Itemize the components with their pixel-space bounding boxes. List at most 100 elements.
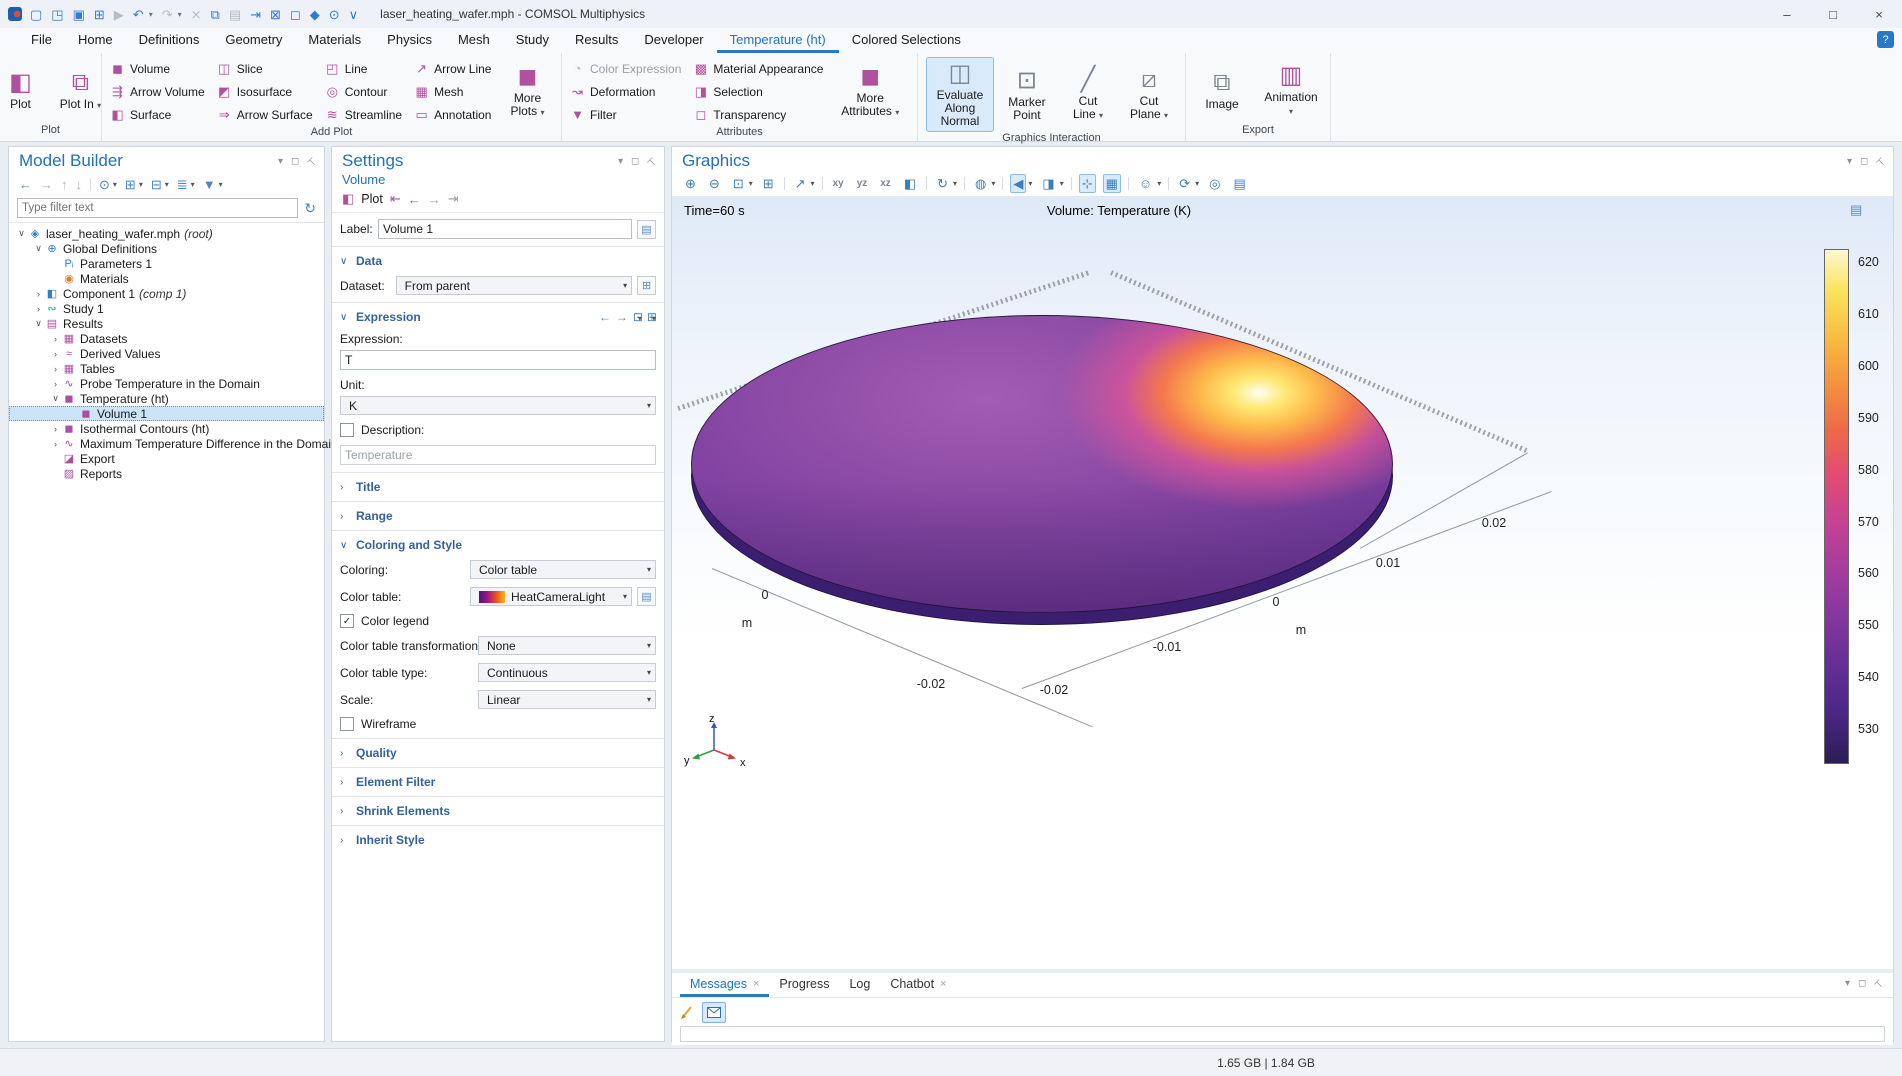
tab-developer[interactable]: Developer — [644, 31, 704, 47]
prev-expression-icon[interactable]: ← — [598, 310, 611, 324]
rename-button[interactable]: ▤ — [637, 219, 656, 239]
section-quality[interactable]: › Quality — [340, 746, 397, 760]
node-derived-values[interactable]: › ≈ Derived Values — [9, 346, 324, 361]
expand-all-icon[interactable]: ⊞ — [124, 176, 136, 192]
color-table-settings-button[interactable]: ▤ — [637, 587, 656, 606]
tab-definitions[interactable]: Definitions — [138, 31, 200, 47]
orthographic-projection-icon[interactable]: ◧ — [903, 175, 917, 191]
chevron-down-icon[interactable]: ▾ — [748, 178, 753, 188]
expander-collapsed-icon[interactable]: › — [37, 303, 40, 314]
dataset-dropdown[interactable]: From parent ▾ — [395, 276, 633, 295]
description-input[interactable]: Temperature — [340, 445, 656, 465]
show-axis-icon[interactable]: ⊹ — [1078, 173, 1096, 193]
chevron-down-icon[interactable]: ▾ — [1028, 178, 1033, 188]
redo-icon[interactable]: ↷ — [161, 6, 173, 22]
coloring-dropdown[interactable]: Color table ▾ — [470, 560, 656, 579]
tab-mesh[interactable]: Mesh — [457, 31, 490, 47]
tab-results[interactable]: Results — [575, 31, 619, 47]
save-as-icon[interactable]: ⊞ — [93, 6, 105, 22]
view-xy-icon[interactable]: xy — [832, 177, 844, 189]
last-plot-icon[interactable]: ⇥ — [447, 191, 459, 206]
back-icon[interactable]: ← — [19, 176, 32, 192]
node-materials[interactable]: ◉ Materials — [9, 271, 324, 286]
chevron-down-icon[interactable]: ▾ — [1157, 178, 1162, 188]
section-inherit-style[interactable]: › Inherit Style — [340, 833, 425, 847]
minimize-button[interactable]: – — [1783, 6, 1791, 22]
node-results[interactable]: ∨ ▤ Results — [9, 316, 324, 331]
copy-icon[interactable]: ⧉ — [210, 6, 220, 22]
show-reports-toggle[interactable] — [702, 1001, 726, 1023]
expression-input[interactable]: T — [340, 350, 656, 370]
float-panel-icon[interactable]: ◻ — [290, 155, 300, 167]
color-legend-checkbox[interactable]: ✓ — [340, 614, 354, 628]
scene-light-icon[interactable]: ◍ — [975, 175, 987, 191]
customize-toolbar-icon[interactable]: ∨ — [348, 6, 359, 22]
chevron-down-icon[interactable]: ▾ — [810, 178, 815, 188]
zoom-in-icon[interactable]: ⊕ — [685, 175, 696, 191]
select-box-icon[interactable]: ◻ — [289, 6, 301, 22]
section-title[interactable]: › Title — [340, 480, 381, 494]
more-attributes-button[interactable]: ◼ More Attributes ▾ — [841, 63, 900, 118]
section-coloring-and-style[interactable]: ∨ Coloring and Style — [340, 538, 463, 552]
expander-expanded-icon[interactable]: ∨ — [35, 243, 42, 253]
undo-icon[interactable]: ↶ — [132, 6, 144, 22]
panel-menu-icon[interactable]: ▾ — [617, 155, 623, 167]
expression-menu-icon[interactable]: ⊞▾ — [646, 310, 657, 324]
expander-expanded-icon[interactable]: ∨ — [35, 318, 42, 328]
expander-collapsed-icon[interactable]: › — [54, 363, 57, 374]
panel-menu-icon[interactable]: ▾ — [1846, 155, 1852, 167]
color-expression-button[interactable]: ◔ Color Expression — [570, 61, 682, 76]
new-file-icon[interactable]: ▢ — [30, 6, 43, 22]
node-component[interactable]: › ◧ Component 1 (comp 1) — [9, 286, 324, 301]
move-down-icon[interactable]: ↓ — [75, 176, 83, 192]
help-icon[interactable]: ? — [1877, 31, 1894, 48]
pin-icon[interactable]: ⊥ — [1873, 154, 1888, 168]
scale-dropdown[interactable]: Linear ▾ — [478, 690, 656, 709]
show-grid-icon[interactable]: ▦ — [1102, 173, 1121, 193]
filter-button[interactable]: ▼ Filter — [570, 107, 681, 122]
import-icon[interactable]: ⇥ — [250, 6, 262, 22]
node-tables[interactable]: › ▦ Tables — [9, 361, 324, 376]
expander-expanded-icon[interactable]: ∨ — [52, 393, 59, 403]
plot-button[interactable]: ◧ Plot — [9, 69, 32, 111]
first-plot-icon[interactable]: ⇤ — [389, 191, 401, 206]
node-study[interactable]: › ∾ Study 1 — [9, 301, 324, 316]
section-range[interactable]: › Range — [340, 509, 393, 523]
chevron-down-icon[interactable]: ▾ — [953, 178, 958, 188]
volume-button[interactable]: ◼ Volume — [110, 61, 205, 77]
section-data[interactable]: ∨ Data — [340, 254, 383, 268]
slice-button[interactable]: ◫ Slice — [217, 61, 313, 77]
expander-expanded-icon[interactable]: ∨ — [18, 228, 25, 238]
save-icon[interactable]: ▣ — [72, 6, 85, 22]
print-icon[interactable]: ▤ — [1233, 175, 1246, 191]
show-icon[interactable]: ⊙ — [99, 176, 110, 192]
float-panel-icon[interactable]: ◻ — [1857, 978, 1867, 989]
go-to-default-view-icon[interactable]: ↗ — [794, 175, 806, 191]
chevron-down-icon[interactable]: ▾ — [1059, 178, 1064, 188]
chevron-down-icon[interactable]: ▾ — [218, 179, 223, 189]
tab-log[interactable]: Log — [839, 973, 880, 997]
evaluate-along-normal-button[interactable]: ◫ Evaluate Along Normal — [926, 57, 994, 132]
run-icon[interactable]: ▶ — [113, 6, 124, 22]
node-export[interactable]: ◪ Export — [9, 451, 324, 466]
isosurface-button[interactable]: ◩ Isosurface — [217, 84, 313, 100]
snapshot-icon[interactable]: ◎ — [1209, 175, 1221, 191]
clear-messages-icon[interactable] — [680, 1004, 696, 1020]
previous-plot-icon[interactable]: ← — [407, 191, 421, 207]
annotation-button[interactable]: ▭ Annotation — [414, 107, 491, 123]
expander-collapsed-icon[interactable]: › — [54, 438, 57, 449]
material-appearance-button[interactable]: ▩ Material Appearance — [693, 61, 824, 77]
settings-plot-button[interactable]: Plot — [361, 192, 383, 206]
zoom-out-icon[interactable]: ⊖ — [708, 175, 720, 191]
image-button[interactable]: ⧉ Image — [1205, 69, 1239, 111]
arrow-volume-button[interactable]: ⇶ Arrow Volume — [110, 84, 205, 100]
paste-icon[interactable]: ▤ — [228, 6, 242, 22]
tab-materials[interactable]: Materials — [308, 31, 362, 47]
cut-plane-button[interactable]: ⧄ Cut Plane ▾ — [1129, 66, 1169, 121]
rotate-icon[interactable]: ↻ — [937, 175, 949, 191]
animation-button[interactable]: ▥ Animation ▾ — [1264, 62, 1318, 117]
arrow-surface-button[interactable]: ⇒ Arrow Surface — [217, 107, 313, 123]
zoom-extents-icon[interactable]: ⊞ — [762, 175, 774, 191]
streamline-button[interactable]: ≋ Streamline — [325, 107, 402, 123]
tree-filter-input[interactable] — [17, 198, 299, 218]
